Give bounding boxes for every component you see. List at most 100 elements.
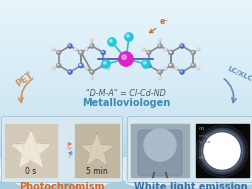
Circle shape	[57, 64, 59, 66]
Circle shape	[141, 60, 150, 68]
Circle shape	[84, 48, 88, 51]
Circle shape	[180, 45, 181, 46]
Circle shape	[80, 64, 81, 66]
Ellipse shape	[110, 156, 169, 181]
FancyBboxPatch shape	[127, 116, 251, 183]
Bar	[195, 124, 248, 177]
Circle shape	[158, 76, 161, 80]
Circle shape	[90, 76, 93, 80]
Bar	[5, 124, 57, 177]
Circle shape	[109, 40, 112, 42]
Ellipse shape	[39, 170, 71, 184]
Text: Metalloviologen: Metalloviologen	[82, 98, 169, 108]
Circle shape	[174, 67, 178, 70]
Circle shape	[80, 51, 81, 53]
Circle shape	[67, 70, 72, 74]
Circle shape	[68, 45, 70, 46]
Ellipse shape	[72, 177, 107, 187]
Circle shape	[141, 48, 145, 51]
Ellipse shape	[192, 170, 227, 183]
Ellipse shape	[125, 176, 163, 187]
Circle shape	[78, 50, 83, 55]
Text: on: on	[198, 126, 205, 131]
Text: LC/XLCT: LC/XLCT	[225, 65, 252, 84]
Circle shape	[168, 63, 173, 68]
Circle shape	[191, 64, 193, 66]
Circle shape	[190, 50, 195, 55]
Circle shape	[91, 77, 92, 78]
Ellipse shape	[233, 176, 252, 184]
Circle shape	[68, 71, 70, 72]
Circle shape	[158, 71, 160, 72]
Circle shape	[73, 48, 77, 51]
Circle shape	[169, 64, 171, 66]
Ellipse shape	[86, 169, 123, 183]
Circle shape	[52, 49, 53, 50]
Ellipse shape	[0, 168, 24, 182]
Text: t: t	[69, 153, 71, 159]
Circle shape	[158, 45, 160, 46]
Circle shape	[157, 70, 162, 74]
Circle shape	[168, 63, 173, 68]
Text: off: off	[198, 155, 205, 160]
Circle shape	[168, 50, 173, 55]
Circle shape	[126, 35, 129, 37]
Circle shape	[90, 45, 92, 46]
Circle shape	[102, 64, 103, 66]
Text: e⁻: e⁻	[159, 17, 169, 26]
Circle shape	[102, 51, 103, 53]
Circle shape	[52, 67, 53, 69]
Circle shape	[179, 43, 184, 49]
Circle shape	[100, 50, 105, 55]
Ellipse shape	[139, 171, 179, 185]
Ellipse shape	[167, 160, 222, 182]
Circle shape	[198, 128, 244, 174]
Circle shape	[90, 38, 93, 42]
Circle shape	[89, 43, 94, 49]
Circle shape	[52, 67, 55, 70]
Circle shape	[101, 60, 110, 68]
Circle shape	[84, 67, 88, 70]
Circle shape	[67, 43, 72, 49]
Circle shape	[197, 49, 198, 50]
Text: Photochromism: Photochromism	[19, 182, 104, 189]
Circle shape	[158, 77, 160, 78]
Circle shape	[196, 67, 200, 70]
Ellipse shape	[217, 155, 252, 175]
Circle shape	[118, 51, 133, 67]
Circle shape	[143, 62, 146, 64]
Circle shape	[78, 50, 83, 55]
Circle shape	[85, 49, 86, 50]
Ellipse shape	[237, 169, 252, 180]
Circle shape	[146, 63, 151, 68]
Circle shape	[169, 51, 170, 53]
Circle shape	[158, 39, 160, 40]
Circle shape	[52, 48, 55, 51]
Circle shape	[91, 39, 92, 40]
Circle shape	[124, 33, 133, 42]
Polygon shape	[10, 129, 52, 169]
Circle shape	[79, 51, 81, 53]
Ellipse shape	[15, 175, 55, 187]
Circle shape	[103, 62, 106, 64]
Circle shape	[175, 67, 176, 69]
Circle shape	[196, 48, 200, 51]
Bar	[75, 124, 118, 177]
Circle shape	[163, 67, 167, 70]
Text: White light emission: White light emission	[134, 182, 247, 189]
Circle shape	[197, 67, 198, 69]
Circle shape	[143, 129, 175, 161]
Circle shape	[146, 50, 151, 55]
FancyBboxPatch shape	[137, 130, 181, 176]
Circle shape	[56, 63, 61, 68]
Circle shape	[90, 71, 92, 72]
Text: "D-M-A" = Cl-Cd-ND: "D-M-A" = Cl-Cd-ND	[86, 88, 165, 98]
Circle shape	[164, 67, 165, 69]
Circle shape	[79, 64, 81, 66]
Circle shape	[147, 64, 148, 66]
Circle shape	[164, 49, 165, 50]
Text: 5 min: 5 min	[86, 167, 107, 177]
Circle shape	[85, 67, 86, 69]
Circle shape	[106, 67, 110, 70]
Circle shape	[168, 50, 173, 55]
